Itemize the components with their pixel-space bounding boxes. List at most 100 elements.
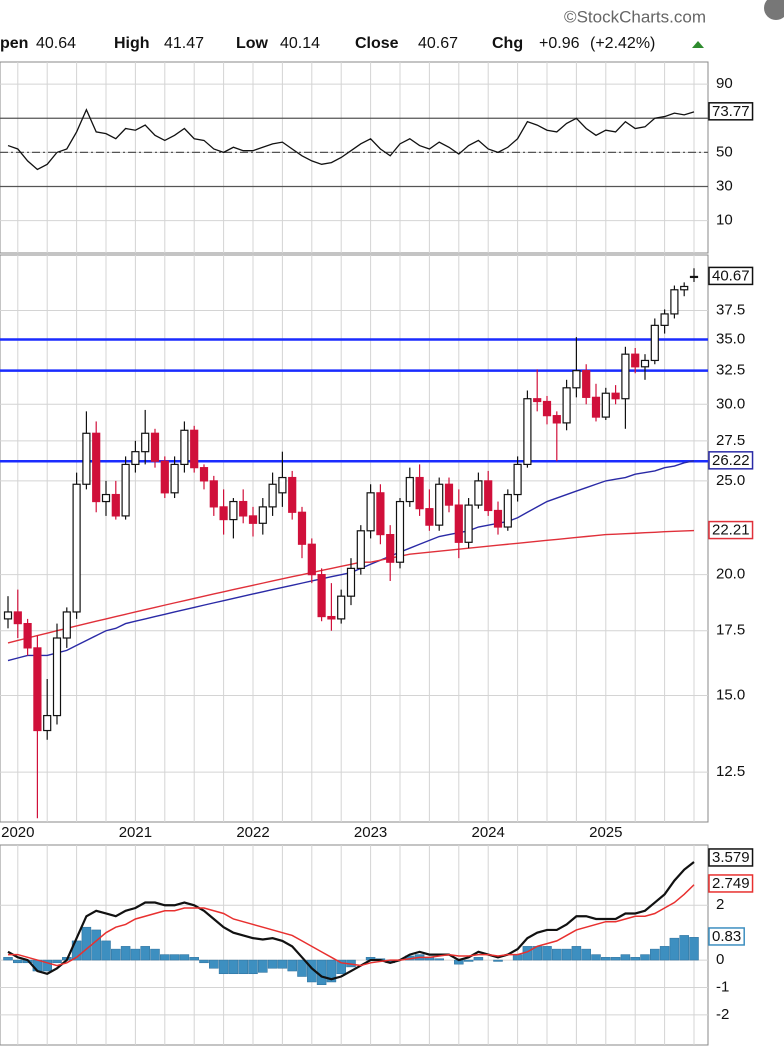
histogram-bar [199, 959, 209, 964]
candle-body [395, 500, 405, 563]
value-label: 2.749 [712, 875, 750, 892]
candle-body [356, 530, 365, 569]
header-value: +0.96 [539, 35, 580, 52]
histogram-bar [434, 958, 444, 961]
header-value: (+2.42%) [590, 35, 655, 52]
value-label: 0.83 [712, 928, 741, 945]
y-tick-label: 27.5 [716, 432, 745, 449]
histogram-bar [120, 946, 131, 961]
settings-icon[interactable] [764, 0, 784, 20]
y-tick-label: 37.5 [716, 302, 745, 319]
y-tick-label: 35.0 [716, 330, 745, 347]
histogram-bar [228, 959, 239, 975]
value-label: 22.21 [712, 522, 750, 539]
candle-body [533, 398, 542, 403]
candle-body [611, 392, 620, 400]
candle-body [591, 396, 601, 418]
histogram-bar [336, 959, 346, 975]
histogram-bar [542, 946, 552, 961]
y-tick-label: 20.0 [716, 566, 745, 583]
header-value: 40.67 [418, 35, 458, 52]
candle-body [650, 324, 659, 362]
candle-body [268, 483, 277, 508]
candle-body [258, 506, 267, 524]
y-tick-label: 2 [716, 896, 724, 913]
candle-body [631, 353, 640, 368]
candle-body [160, 460, 169, 494]
candle-body [317, 574, 326, 618]
histogram-bar [160, 954, 170, 961]
candle-body [435, 483, 444, 526]
y-tick-label: 17.5 [716, 622, 745, 639]
value-label-box [708, 927, 745, 946]
histogram-bar [101, 940, 111, 961]
up-arrow [692, 41, 704, 48]
header-label: Chg [492, 35, 523, 52]
candle-body [513, 463, 522, 496]
candle-body [121, 463, 130, 517]
y-tick-label: 12.5 [716, 763, 745, 780]
histogram-bar [267, 959, 278, 969]
candle-body [464, 504, 473, 543]
candle-body [474, 480, 483, 506]
candle-body [542, 400, 552, 417]
value-label-box [708, 520, 754, 540]
candle-body [680, 285, 689, 291]
candle-body [307, 543, 316, 576]
x-tick-label: 2023 [354, 824, 387, 841]
candle-body [523, 398, 532, 466]
value-label: 73.77 [712, 103, 750, 120]
candle-body [62, 611, 71, 639]
panel-frame [0, 844, 709, 1046]
panel-frame [0, 254, 709, 823]
histogram-bar [130, 948, 141, 961]
histogram-bar [189, 957, 199, 961]
macd-line [8, 884, 695, 967]
histogram-bar [512, 954, 523, 961]
candle-body [621, 353, 630, 400]
histogram-bar [650, 948, 660, 961]
candle-body [376, 492, 385, 536]
histogram-bar [326, 959, 337, 983]
candle-body [131, 451, 140, 466]
value-label-box [708, 874, 754, 893]
rsi-line [7, 108, 695, 171]
candle-body [444, 483, 454, 506]
candle-body [337, 595, 346, 620]
histogram-bar [581, 948, 591, 961]
histogram-bar [591, 954, 601, 961]
candle-body [92, 432, 101, 503]
histogram-bar [218, 959, 229, 975]
histogram-bar [287, 959, 297, 972]
panel-frame [0, 61, 709, 254]
candle-body [601, 392, 610, 418]
value-label: 3.579 [712, 849, 750, 866]
y-tick-label: 32.5 [716, 362, 745, 379]
histogram-bar [552, 948, 562, 961]
candle-body [552, 415, 561, 424]
histogram-bar [620, 954, 631, 961]
histogram-bar [689, 937, 699, 961]
histogram-bar [248, 959, 258, 975]
header-value: 41.47 [164, 35, 204, 52]
candle-body [503, 493, 512, 528]
candle-body [219, 506, 228, 521]
header-value: 40.14 [280, 35, 320, 52]
candle-body [239, 500, 248, 517]
candle-body [190, 429, 199, 469]
header-label: pen [0, 35, 28, 52]
candle-body [101, 493, 111, 503]
candle-body [52, 637, 62, 717]
histogram-bar [659, 946, 670, 961]
y-tick-label: 50 [716, 143, 733, 160]
histogram-bar [140, 946, 150, 961]
candle-body [346, 567, 356, 597]
histogram-bar [640, 954, 650, 961]
x-tick-label: 2024 [472, 824, 505, 841]
candle-body [141, 432, 150, 453]
histogram-bar [258, 959, 268, 973]
histogram-bar [561, 948, 572, 961]
candle-body [43, 714, 52, 732]
x-tick-label: 2020 [1, 824, 34, 841]
